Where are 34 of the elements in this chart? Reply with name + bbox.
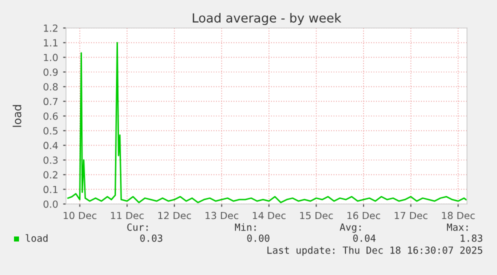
x-tick-label: 14 Dec bbox=[252, 212, 286, 220]
x-tick-label: 12 Dec bbox=[158, 212, 191, 220]
text: Avg: bbox=[340, 224, 361, 233]
y-tick-label: 0.1 bbox=[44, 186, 58, 194]
y-axis-title: load bbox=[12, 105, 22, 127]
y-tick-label: 0.2 bbox=[44, 171, 58, 178]
x-tick-label: 18 Dec bbox=[442, 212, 475, 220]
text: Max: bbox=[446, 224, 468, 231]
y-tick-label: 0.7 bbox=[44, 98, 58, 106]
text: Min: bbox=[234, 223, 256, 231]
y-tick-label: 0.9 bbox=[44, 68, 58, 76]
y-tick-label: 0.8 bbox=[44, 83, 58, 90]
y-tick-label: 0.6 bbox=[44, 112, 58, 120]
y-tick-label: 0.0 bbox=[44, 200, 58, 208]
x-tick-label: 10 Dec bbox=[64, 212, 96, 220]
text: 0.04 bbox=[353, 234, 376, 242]
y-tick-label: 1.0 bbox=[44, 54, 58, 62]
y-tick-label: 0.5 bbox=[44, 127, 58, 134]
x-tick-label: 17 Dec bbox=[394, 212, 428, 220]
y-tick-label: 0.4 bbox=[44, 142, 58, 150]
x-tick-label: 13 Dec bbox=[206, 212, 238, 220]
text: Last update: Thu Dec 18 16:30:07 2025 bbox=[267, 246, 482, 256]
legend-label: load bbox=[26, 234, 48, 242]
y-tick-label: 1.1 bbox=[44, 39, 58, 46]
y-tick-label: 0.3 bbox=[44, 156, 58, 164]
text: 1.83 bbox=[460, 234, 482, 242]
text: 0.03 bbox=[140, 234, 162, 242]
text: Cur: bbox=[127, 223, 148, 231]
x-tick-label: 11 Dec bbox=[111, 212, 144, 220]
chart-title: Load average - by week bbox=[192, 12, 342, 26]
text: 0.00 bbox=[247, 234, 270, 242]
x-tick-label: 15 Dec bbox=[300, 212, 333, 220]
x-tick-label: 16 Dec bbox=[347, 212, 380, 220]
y-tick-label: 1.2 bbox=[44, 24, 58, 32]
